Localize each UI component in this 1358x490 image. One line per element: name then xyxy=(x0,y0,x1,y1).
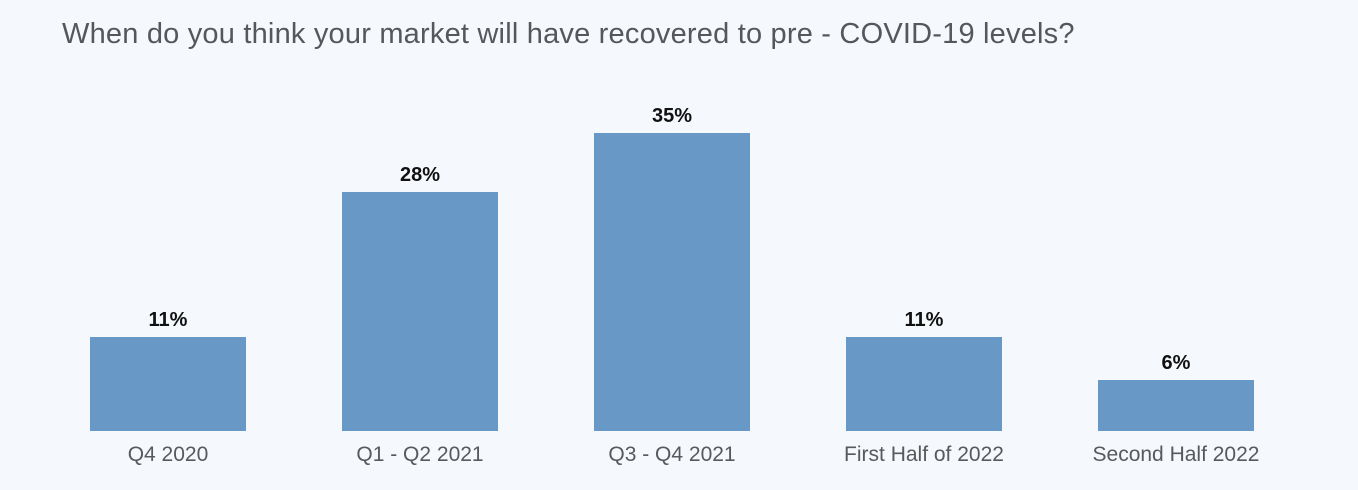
bar-column: 28% xyxy=(342,164,498,431)
bar xyxy=(90,337,246,431)
bar xyxy=(342,192,498,431)
bar-value-label: 35% xyxy=(651,104,693,127)
category-labels-row: Q4 2020 Q1 - Q2 2021 Q3 - Q4 2021 First Hal… xyxy=(90,443,1260,467)
category-label: Second Half 2022 xyxy=(1092,443,1260,466)
bar-column: 6% xyxy=(1098,352,1254,431)
bar xyxy=(846,337,1002,431)
bar-value-label: 11% xyxy=(148,309,188,332)
category-label: Q3 - Q4 2021 xyxy=(608,443,736,466)
bar-column: 11% xyxy=(90,309,246,431)
category-label: Q4 2020 xyxy=(127,443,209,466)
category-label: Q1 - Q2 2021 xyxy=(356,443,484,466)
bar xyxy=(594,132,750,431)
bar-value-label: 11% xyxy=(904,309,944,332)
bars-row: 11% 28% 35% 11% 6% xyxy=(90,105,1254,431)
category-label: First Half of 2022 xyxy=(844,443,1004,466)
bar-column: 35% xyxy=(594,105,750,431)
bar-value-label: 6% xyxy=(1161,351,1191,374)
bar-column: 11% xyxy=(846,309,1002,431)
bar xyxy=(1098,379,1254,431)
bar-value-label: 28% xyxy=(399,164,441,187)
chart-title: When do you think your market will have … xyxy=(62,18,1075,50)
